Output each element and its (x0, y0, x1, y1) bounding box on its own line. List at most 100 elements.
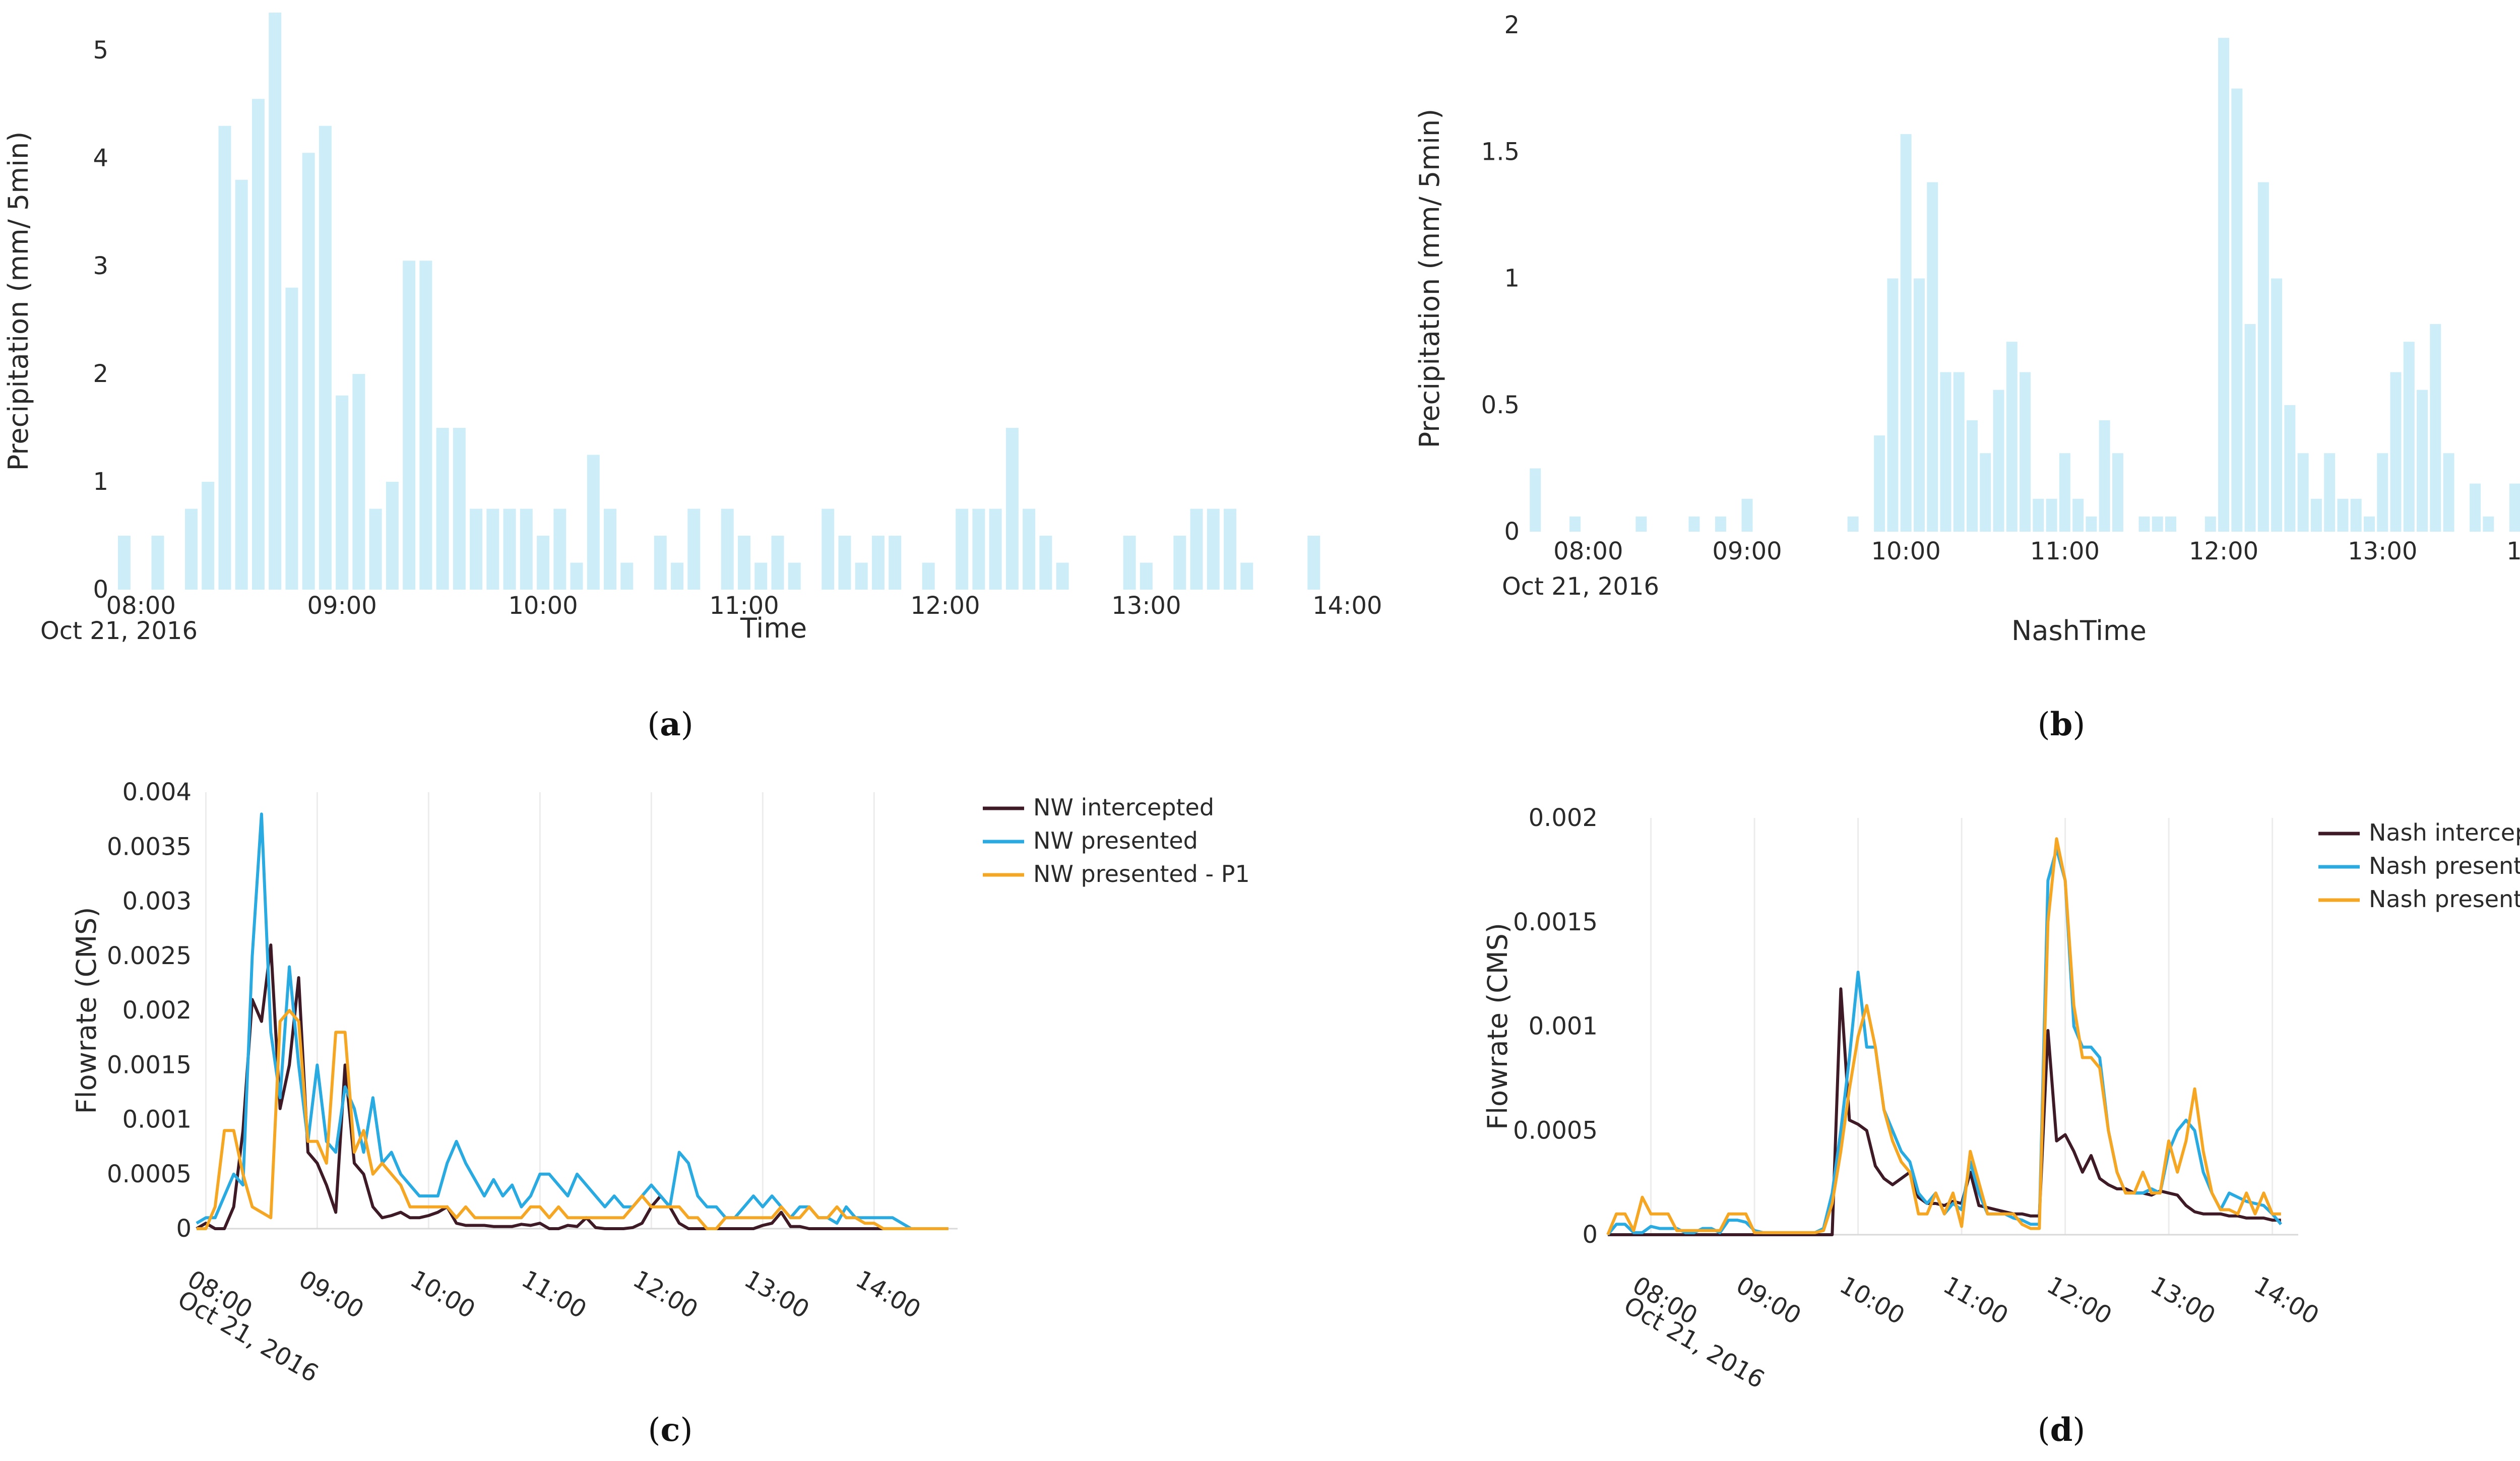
x-axis-title: NashTime (2011, 615, 2147, 647)
precip-bar (269, 13, 282, 590)
caption-b: (b) (2037, 706, 2086, 743)
precip-bar (1207, 509, 1220, 590)
precip-bar (1874, 435, 1885, 532)
precip-bar (2363, 516, 2375, 532)
series-line (197, 1009, 949, 1230)
precip-bar (1688, 516, 1700, 532)
precip-bar (553, 509, 566, 590)
precip-bar (2231, 88, 2243, 532)
precip-bar (2310, 498, 2322, 532)
precip-bar (2430, 324, 2441, 532)
precip-bar (1635, 516, 1647, 532)
precip-bar (754, 562, 768, 590)
y-tick-label: 4 (93, 144, 108, 172)
legend-label: Nash presented (2369, 852, 2520, 879)
precip-bar (771, 535, 784, 590)
precip-bar (2403, 342, 2415, 532)
precip-bar (587, 455, 600, 590)
x-tick-label: 14:00 (1312, 592, 1382, 620)
precip-bar (1569, 516, 1581, 532)
precip-bar (1715, 516, 1726, 532)
precip-bar (2509, 483, 2520, 532)
precip-bar (922, 562, 935, 590)
precip-bar (2099, 420, 2110, 532)
precip-bar (1023, 509, 1036, 590)
y-tick-label: 0.0005 (1513, 1116, 1598, 1145)
legend-label: Nash presented - C1 (2369, 885, 2520, 913)
precip-bar (2483, 516, 2494, 532)
precip-bar (2020, 372, 2031, 532)
precip-bar (788, 562, 801, 590)
precip-bar (2271, 278, 2283, 532)
precip-bar (470, 509, 483, 590)
precip-bar (1224, 509, 1237, 590)
y-tick-label: 0 (1582, 1221, 1598, 1249)
y-tick-label: 0.002 (1529, 804, 1598, 832)
precip-bar (1056, 562, 1069, 590)
precip-bar (2218, 38, 2230, 532)
precip-bar (2417, 390, 2428, 532)
caption-d: (d) (2037, 1411, 2086, 1449)
precip-bar (184, 509, 198, 590)
y-axis-title: Flowrate (CMS) (1482, 923, 1514, 1130)
precip-bar (2284, 405, 2296, 532)
y-axis-title: Precipitation (mm/ 5min) (1414, 109, 1445, 449)
y-tick-label: 5 (93, 36, 108, 65)
series-line (196, 943, 949, 1230)
precip-bar (2350, 498, 2362, 532)
precip-bar (1005, 427, 1019, 590)
precip-bar (687, 509, 701, 590)
precip-bar (302, 153, 315, 590)
precip-bar (1980, 453, 1991, 532)
y-tick-label: 0.003 (122, 887, 192, 916)
precip-bar (2152, 516, 2163, 532)
precip-bar (604, 509, 617, 590)
x-tick-label: 13:00 (2146, 1271, 2220, 1330)
precip-bar (2046, 498, 2057, 532)
precip-bar (972, 509, 985, 590)
y-tick-label: 0.0035 (107, 833, 192, 861)
x-tick-label: 10:00 (508, 592, 578, 620)
legend-label: Nash intercepted (2369, 819, 2520, 846)
x-tick-label: 13:00 (2348, 537, 2417, 565)
precip-bar (2165, 516, 2176, 532)
x-tick-label: 10:00 (1871, 537, 1941, 565)
precip-bar (2204, 516, 2216, 532)
precip-bar (1307, 535, 1320, 590)
precip-bar (520, 509, 533, 590)
y-tick-label: 0.001 (122, 1106, 192, 1134)
precip-bar (369, 509, 382, 590)
x-tick-label: 11:00 (1938, 1271, 2013, 1330)
y-tick-label: 0.001 (1529, 1012, 1598, 1041)
precip-bar (871, 535, 885, 590)
precip-bar (453, 427, 466, 590)
precip-bar (2390, 372, 2402, 532)
precip-bar (1967, 420, 1978, 532)
precip-bar (654, 535, 667, 590)
x-tick-label: 09:00 (307, 592, 376, 620)
x-tick-label: 14:00 (2249, 1271, 2324, 1330)
precip-bar (436, 427, 449, 590)
precip-bar (336, 395, 349, 590)
x-tick-label: 14:00 (2506, 537, 2520, 565)
x-tick-label: 13:00 (1111, 592, 1181, 620)
precip-bar (1940, 372, 1951, 532)
precip-bar (486, 509, 499, 590)
precip-bar (1140, 562, 1153, 590)
precip-bar (1741, 498, 1753, 532)
precip-bar (721, 509, 734, 590)
precip-bar (1240, 562, 1253, 590)
precip-bar (1847, 516, 1859, 532)
x-tick-label: 08:00 (106, 592, 176, 620)
y-tick-label: 0.0005 (107, 1160, 192, 1188)
precip-bar (2138, 516, 2150, 532)
date-label: Oct 21, 2016 (40, 617, 198, 645)
y-axis-title: Precipitation (mm/ 5min) (3, 132, 34, 471)
y-tick-label: 0 (176, 1215, 192, 1243)
precip-bar (2443, 453, 2454, 532)
precip-bar (1913, 278, 1925, 532)
